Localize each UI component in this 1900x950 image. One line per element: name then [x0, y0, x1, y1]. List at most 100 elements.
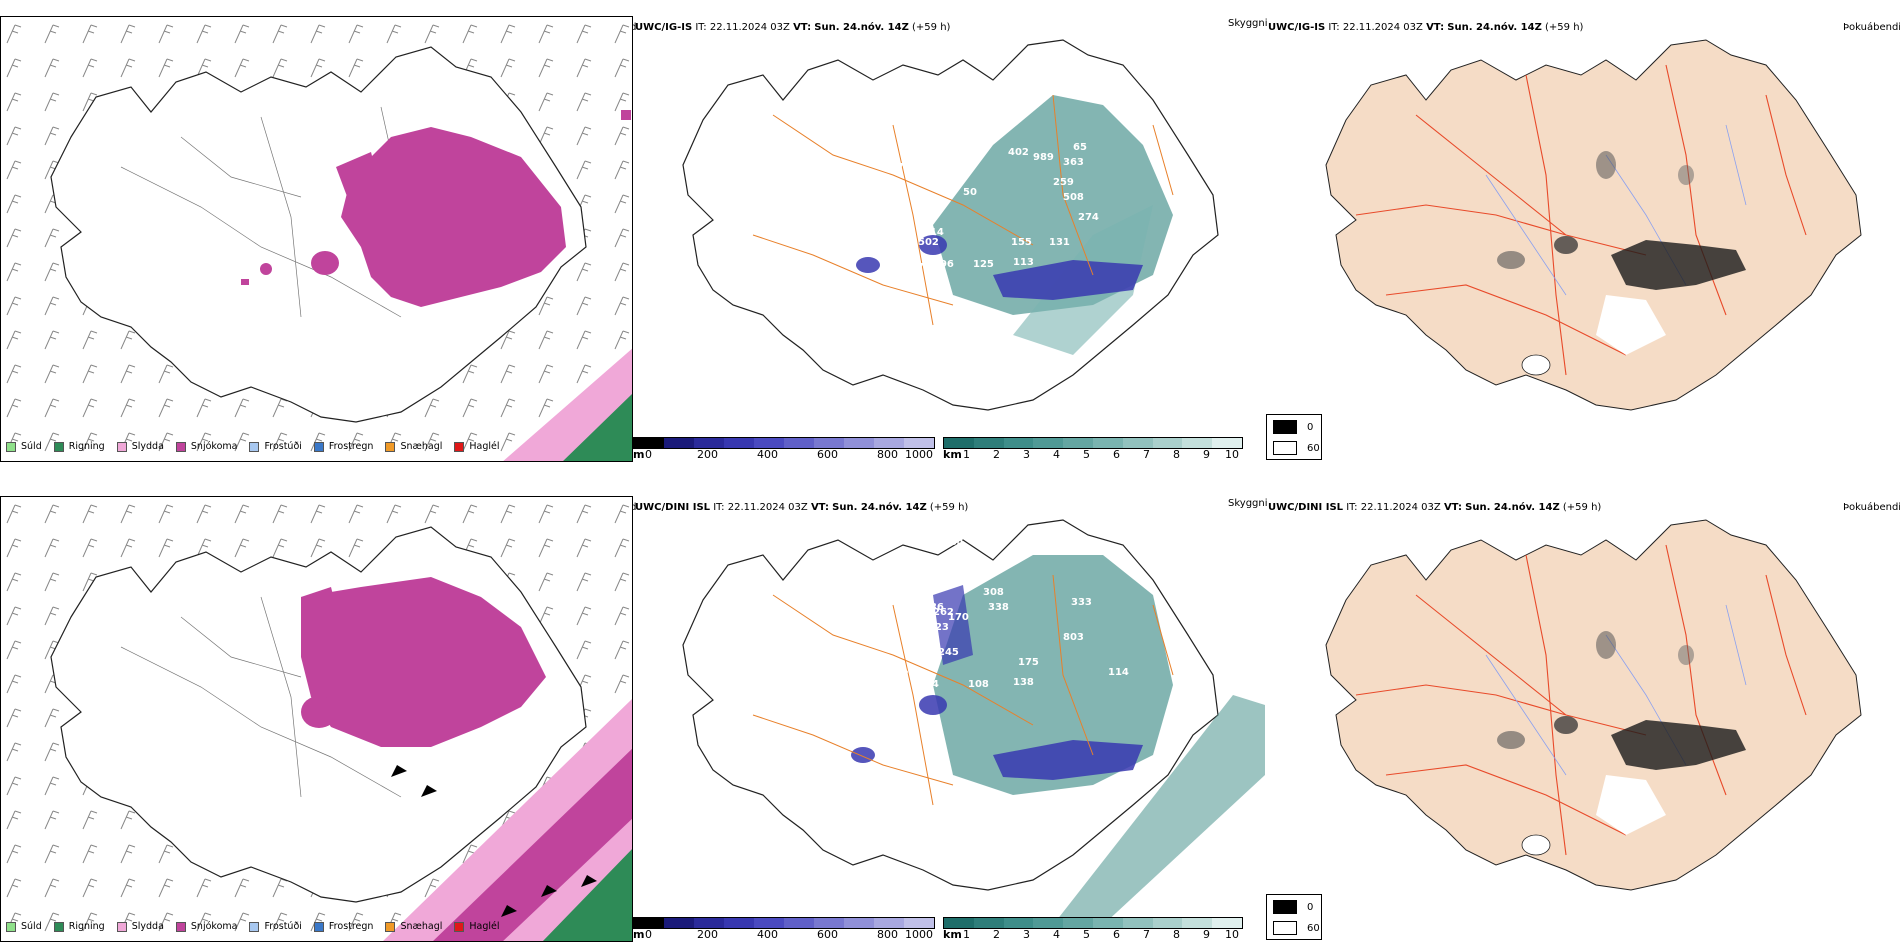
- cloud-value-label: 125: [973, 259, 994, 270]
- colorbar-segment: [1122, 438, 1153, 448]
- cloud-value-label: 161: [883, 567, 904, 578]
- precip-map: [1, 17, 632, 461]
- fog-legend: 0 60: [1266, 894, 1322, 940]
- cloud-value-label: 345: [973, 102, 994, 113]
- colorbar-segment: [694, 918, 724, 928]
- colorbar-segment: [664, 918, 694, 928]
- it-label: IT:: [713, 502, 725, 513]
- vt-value: Sun. 24.nóv. 14Z: [1447, 22, 1542, 33]
- cloud-value-label: 118: [933, 182, 954, 193]
- colorbar-segment: [904, 918, 934, 928]
- vt-label: VT:: [1443, 502, 1462, 513]
- fog-legend: 0 60: [1266, 414, 1322, 460]
- colorbar-segment: [724, 438, 754, 448]
- panel-title: UWC/IG-IS IT: 22.11.2024 03Z VT: Sun. 24…: [635, 22, 950, 34]
- colorbar-segment: [1182, 438, 1213, 448]
- legend-item-snow-pellets: Snæhagl: [385, 921, 442, 932]
- colorbar-m: [633, 437, 935, 449]
- cloud-value-label: 175: [1018, 657, 1039, 668]
- legend-item-drizzle: Súld: [6, 441, 42, 452]
- cloud-value-label: 50: [963, 187, 977, 198]
- panel-cloud-bottom: UWC/DINI ISL IT: 22.11.2024 03Z VT: Sun.…: [633, 480, 1268, 950]
- colorbar-segment: [1182, 918, 1213, 928]
- colorbar-segment: [874, 438, 904, 448]
- legend-item-rain: Rigning: [53, 441, 105, 452]
- legend-item-sleet: Slydda: [116, 921, 164, 932]
- cloud-value-label: 107: [893, 592, 914, 603]
- panel-fog-top: UWC/IG-IS IT: 22.11.2024 03Z VT: Sun. 24…: [1266, 0, 1900, 470]
- legend-item-freezing-rain: Frostregn: [313, 441, 373, 452]
- cloud-value-label: 102: [873, 232, 894, 243]
- colorbar-km-ticks: km 1 2 3 4 5 6 7 8 9 10: [943, 928, 1239, 941]
- variable-name: Þokuábendi: [1843, 502, 1900, 513]
- colorbar-segment: [973, 438, 1004, 448]
- cloud-value-label: 770: [993, 117, 1014, 128]
- it-label: IT:: [1328, 22, 1340, 33]
- cloud-value-label: 138: [1013, 677, 1034, 688]
- cloud-value-label: 508: [1063, 192, 1084, 203]
- colorbar-segment: [784, 438, 814, 448]
- cloud-value-label: 363: [1063, 157, 1084, 168]
- colorbar-segment: [844, 918, 874, 928]
- lead-time: (+59 h): [1545, 22, 1584, 33]
- precip-legend: Súld Rigning Slydda Snjókoma Frostúði Fr…: [6, 921, 512, 932]
- variable-name: Skyggni: [1228, 18, 1268, 29]
- cloud-value-label: 803: [1063, 632, 1084, 643]
- cloud-value-label: 147: [903, 262, 924, 273]
- colorbar-segment: [694, 438, 724, 448]
- colorbar-km: [943, 917, 1243, 929]
- colorbar-segment: [1033, 438, 1064, 448]
- colorbar-segment: [1092, 438, 1123, 448]
- colorbar-segment: [1063, 438, 1093, 448]
- it-label: IT:: [1346, 502, 1358, 513]
- fog-legend-min: 0: [1273, 900, 1313, 914]
- colorbar-segment: [814, 918, 844, 928]
- precip-legend: Súld Rigning Slydda Snjókoma Frostúði Fr…: [6, 441, 512, 452]
- fog-map: [1325, 39, 1862, 411]
- cloud-value-label: 170: [948, 612, 969, 623]
- lead-time: (+59 h): [929, 502, 969, 513]
- cloud-value-label: 699: [933, 107, 954, 118]
- cloud-value-label: 196: [933, 259, 954, 270]
- model-name: UWC/DINI ISL: [635, 502, 711, 513]
- vt-label: VT:: [1426, 22, 1445, 33]
- cloud-value-label: 214: [923, 227, 944, 238]
- it-label: IT:: [695, 22, 707, 33]
- cloud-value-label: 80: [878, 617, 892, 628]
- colorbar-segment: [754, 438, 784, 448]
- colorbar-segment: [634, 918, 664, 928]
- cloud-value-label: 136: [923, 602, 944, 613]
- colorbar-m: [633, 917, 935, 929]
- cloud-value-label: 126: [798, 667, 819, 678]
- precip-map: [1, 497, 632, 941]
- it-value: 22.11.2024 03Z: [1342, 22, 1423, 33]
- cloud-value-label: 142: [888, 669, 909, 680]
- variable-name: Skyggni: [1228, 498, 1268, 509]
- model-name: UWC/DINI ISL: [1268, 502, 1344, 513]
- legend-item-freezing-rain: Frostregn: [313, 921, 373, 932]
- cloud-value-label: 108: [968, 679, 989, 690]
- fog-map: [1325, 519, 1862, 891]
- colorbar-segment: [1063, 918, 1093, 928]
- colorbar-segment: [1212, 918, 1242, 928]
- map-frame: [0, 16, 633, 462]
- colorbar-m-ticks: m 0 200 400 600 800 1000: [633, 448, 933, 461]
- cloud-value-label: 114: [1108, 667, 1129, 678]
- cloud-value-label: 262: [933, 607, 954, 618]
- cloud-value-label: 308: [983, 587, 1004, 598]
- colorbar-segment: [844, 438, 874, 448]
- it-value: 22.11.2024 03Z: [709, 22, 790, 33]
- colorbar-segment: [1033, 918, 1064, 928]
- cloud-value-label: 259: [1053, 177, 1074, 188]
- legend-item-snow: Snjókoma: [175, 921, 237, 932]
- colorbar-m-ticks: m 0 200 400 600 800 1000: [633, 928, 933, 941]
- colorbar-km: [943, 437, 1243, 449]
- legend-item-hail: Haglél: [454, 921, 500, 932]
- colorbar-segment: [944, 438, 974, 448]
- cloud-value-label: 333: [1071, 597, 1092, 608]
- legend-item-hail: Haglél: [454, 441, 500, 452]
- vt-value: Sun. 24.nóv. 14Z: [814, 22, 909, 33]
- legend-item-rain: Rigning: [53, 921, 105, 932]
- colorbar-segment: [784, 918, 814, 928]
- map-frame: [0, 496, 633, 942]
